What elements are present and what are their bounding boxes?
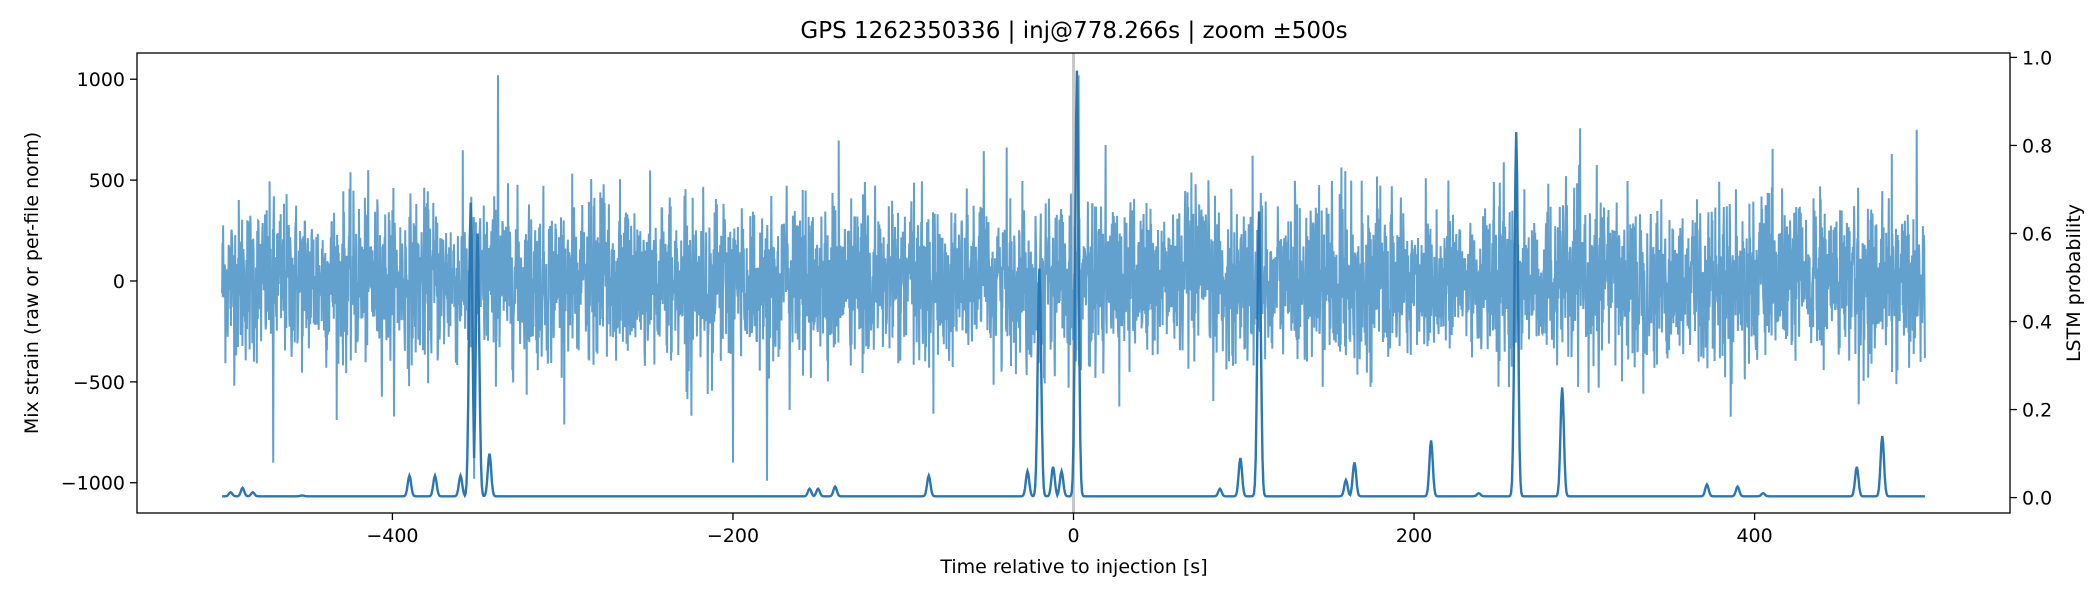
x-tick-label: 400: [1736, 525, 1772, 547]
x-axis-label: Time relative to injection [s]: [939, 556, 1207, 578]
y-right-tick-label: 0.2: [2022, 400, 2052, 422]
y-left-tick-label: 0: [113, 271, 125, 293]
x-tick-label: −400: [366, 525, 418, 547]
x-tick-label: 200: [1396, 525, 1432, 547]
x-tick-label: 0: [1067, 525, 1079, 547]
probability-series-line: [222, 70, 1925, 499]
y-right-tick-label: 0.0: [2022, 488, 2052, 510]
strain-series-line: [221, 75, 1926, 481]
series-layer: [221, 53, 1926, 513]
y-right-tick-label: 0.4: [2022, 312, 2052, 334]
y-left-tick-label: 500: [89, 170, 125, 192]
y-right-tick-label: 0.6: [2022, 223, 2052, 245]
chart-title: GPS 1262350336 | inj@778.266s | zoom ±50…: [800, 18, 1347, 44]
y-right-tick-label: 1.0: [2022, 47, 2052, 69]
y-left-axis-label: Mix strain (raw or per-file norm): [21, 132, 43, 434]
y-left-tick-label: −500: [73, 372, 125, 394]
y-left-tick-label: 1000: [77, 69, 125, 91]
y-left-tick-label: −1000: [61, 473, 125, 495]
ticks-layer: −400 −200 0 200 400 1000 500 0 −500 −1000 1.0 0.8 0.…: [61, 47, 2053, 547]
x-tick-label: −200: [707, 525, 759, 547]
y-right-axis-label: LSTM probability: [2063, 204, 2085, 362]
y-right-tick-label: 0.8: [2022, 135, 2052, 157]
